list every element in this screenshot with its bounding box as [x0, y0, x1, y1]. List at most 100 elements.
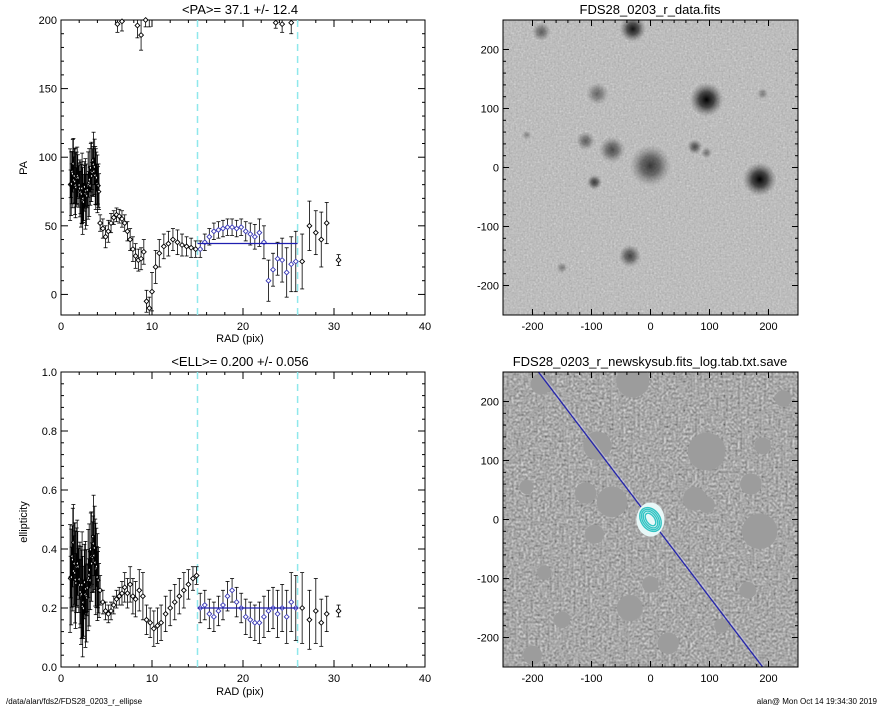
pa-fit-point — [197, 246, 204, 253]
ell-point — [124, 590, 131, 597]
ell-fit-point — [251, 619, 258, 626]
pa-point — [188, 244, 195, 251]
mask-circle — [740, 473, 762, 495]
ell-point — [147, 619, 154, 626]
img1-xtick-label: 0 — [647, 321, 653, 333]
pa-point — [108, 220, 115, 227]
pa-xtick-label: 20 — [237, 321, 249, 333]
pa-inner-point — [96, 189, 102, 195]
pa-point — [127, 236, 134, 243]
ell-point — [129, 593, 136, 600]
pa-xtick-label: 30 — [328, 321, 340, 333]
star-source — [618, 244, 642, 268]
pa-point — [165, 240, 172, 247]
pa-fit-point — [201, 239, 208, 246]
img2-ytick-label: 100 — [481, 456, 499, 468]
pa-point — [110, 214, 117, 221]
isophote-contour — [642, 510, 659, 529]
pa-point — [160, 243, 167, 250]
img2-xtick-label: 200 — [759, 673, 777, 685]
pa-point — [178, 241, 186, 249]
star-source — [556, 262, 568, 274]
ell-ytick-label: 1.0 — [42, 367, 57, 379]
pa-point — [124, 228, 131, 235]
pa-point — [116, 213, 123, 220]
pa-plot-title: <PA>= 37.1 +/- 12.4 — [182, 2, 298, 17]
ell-fit-point — [288, 599, 295, 606]
ell-x-axis-label: RAD (pix) — [216, 686, 264, 698]
pa-plot-frame — [60, 19, 426, 316]
ell-ytick-label: 0.4 — [42, 544, 57, 556]
pa-point — [148, 288, 156, 295]
ell-ytick-label: 0.0 — [42, 662, 57, 674]
ell-point — [97, 587, 104, 594]
img1-ytick-label: -200 — [477, 281, 499, 293]
mask-circle — [583, 431, 612, 460]
ell-point — [306, 616, 313, 623]
img2-ytick-label: -100 — [477, 574, 499, 586]
mask-circle — [774, 390, 792, 407]
pa-point — [318, 236, 325, 243]
mask-circle — [616, 372, 650, 398]
ell-point — [323, 610, 330, 617]
ell-point — [99, 599, 106, 606]
mask-circle — [574, 482, 597, 504]
star-source — [619, 20, 647, 43]
ell-fit-point — [206, 610, 213, 617]
pa-top-point — [114, 21, 121, 28]
mask-circle — [596, 486, 628, 518]
mask-circle — [530, 373, 552, 395]
ell-fit-point — [219, 602, 227, 609]
star-source — [756, 88, 769, 100]
img1-xtick-label: 100 — [700, 321, 718, 333]
pa-top-point — [272, 19, 279, 26]
img2-xtick-label: -200 — [521, 673, 543, 685]
pa-point — [143, 298, 150, 305]
ell-point — [143, 616, 150, 623]
img2-xtick-label: -100 — [580, 673, 602, 685]
ell-fit-point — [274, 610, 281, 617]
ellipticity-profile-panel: <ELL>= 0.200 +/- 0.056 RAD (pix) ellipti… — [18, 354, 431, 698]
pa-ytick-label: 200 — [39, 15, 57, 27]
isophote-contour — [639, 506, 662, 533]
ell-fit-point — [256, 619, 263, 626]
star-source — [531, 22, 551, 42]
img2-xtick-label: 100 — [700, 673, 718, 685]
pa-fit-point — [219, 225, 227, 232]
ell-point — [158, 619, 165, 626]
ell-point — [299, 604, 306, 612]
pa-ytick-label: 50 — [45, 221, 57, 233]
data-image-panel: FDS28_0203_r_data.fits -200 -100 0 100 200-2… — [477, 2, 799, 333]
ell-fit-point — [229, 587, 236, 594]
ell-fit-point — [210, 613, 217, 620]
pa-fit-point — [260, 239, 267, 246]
pa-fit-point — [215, 226, 222, 233]
ell-point — [176, 593, 183, 600]
skysub-overlay — [537, 372, 765, 667]
pa-fit-point — [238, 224, 245, 231]
pa-top-point — [288, 19, 295, 26]
pa-fit-point — [279, 257, 286, 264]
ell-point — [108, 607, 115, 614]
ell-point — [113, 596, 120, 603]
img1-ytick-label: 200 — [481, 45, 499, 57]
mask-circle — [553, 611, 571, 629]
ell-xtick-label: 10 — [146, 673, 158, 685]
pa-fit-point — [251, 233, 258, 240]
ell-plot-title: <ELL>= 0.200 +/- 0.056 — [171, 354, 308, 369]
ell-point — [127, 581, 134, 588]
ell-point — [171, 599, 178, 606]
star-source — [576, 131, 596, 151]
ell-point — [116, 593, 123, 600]
img1-ytick-label: -100 — [477, 222, 499, 234]
ell-xtick-label: 0 — [58, 673, 64, 685]
pa-fit-point — [206, 233, 213, 240]
ell-point — [102, 607, 109, 614]
pa-fit-point — [242, 228, 249, 235]
ell-point — [189, 575, 196, 582]
ell-ytick-label: 0.2 — [42, 603, 57, 615]
mask-circle — [523, 645, 542, 665]
star-source — [586, 82, 609, 106]
pa-fit-point — [265, 277, 272, 284]
ell-point — [312, 607, 319, 614]
